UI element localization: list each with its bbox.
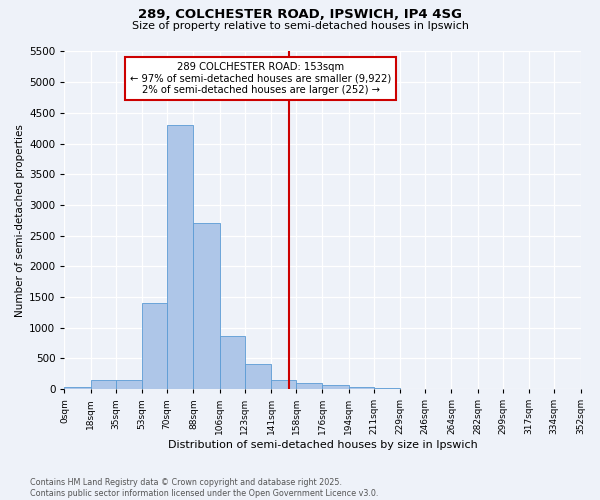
Text: 289 COLCHESTER ROAD: 153sqm
← 97% of semi-detached houses are smaller (9,922)
2%: 289 COLCHESTER ROAD: 153sqm ← 97% of sem… [130, 62, 391, 95]
Bar [245, 364, 271, 389]
Bar [271, 380, 296, 389]
Text: 289, COLCHESTER ROAD, IPSWICH, IP4 4SG: 289, COLCHESTER ROAD, IPSWICH, IP4 4SG [138, 8, 462, 20]
Bar [116, 380, 142, 389]
Bar [374, 388, 400, 389]
Bar [142, 303, 167, 389]
Bar [322, 386, 349, 389]
Bar [167, 125, 193, 389]
Bar [349, 387, 374, 389]
Y-axis label: Number of semi-detached properties: Number of semi-detached properties [15, 124, 25, 316]
Text: Size of property relative to semi-detached houses in Ipswich: Size of property relative to semi-detach… [131, 21, 469, 31]
Bar [296, 383, 322, 389]
Bar [193, 224, 220, 389]
Bar [220, 336, 245, 389]
X-axis label: Distribution of semi-detached houses by size in Ipswich: Distribution of semi-detached houses by … [167, 440, 478, 450]
Text: Contains HM Land Registry data © Crown copyright and database right 2025.
Contai: Contains HM Land Registry data © Crown c… [30, 478, 379, 498]
Bar [64, 387, 91, 389]
Bar [91, 380, 116, 389]
